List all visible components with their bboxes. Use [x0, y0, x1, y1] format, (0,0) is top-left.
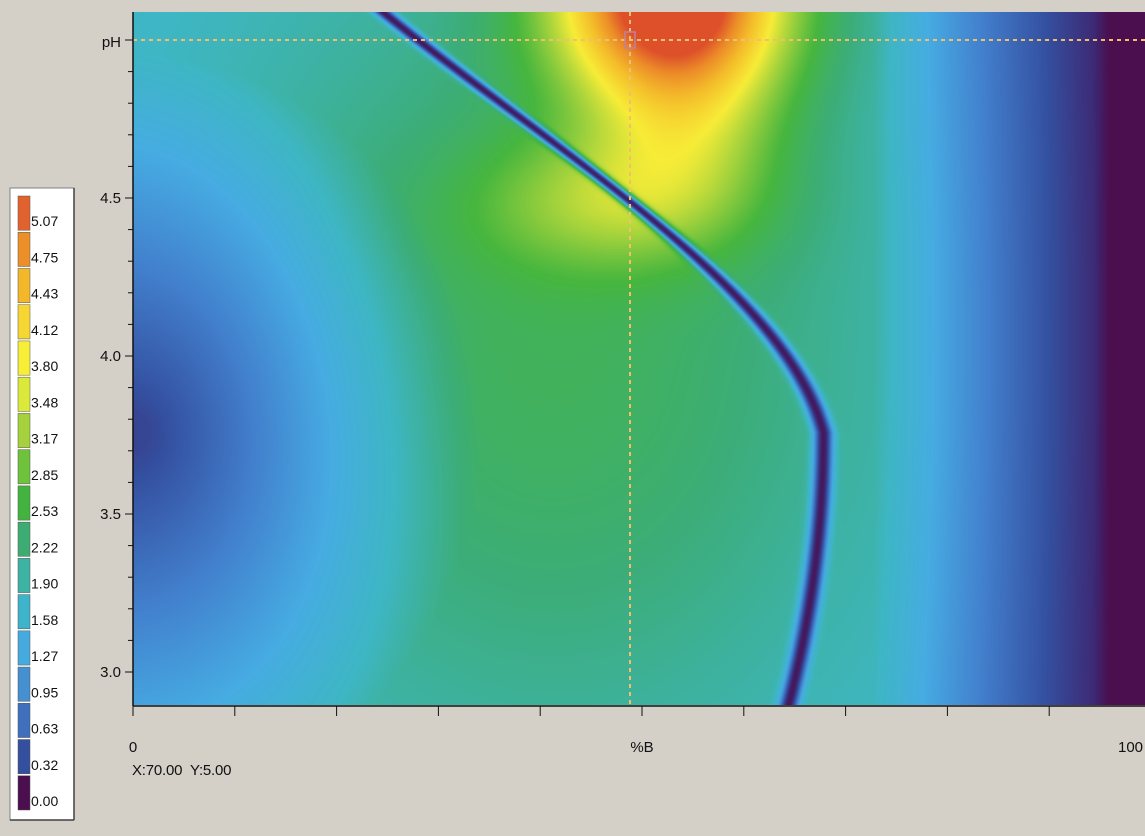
- colorbar-swatch: [17, 703, 31, 738]
- colorbar-swatch: [17, 485, 31, 521]
- colorbar-label: 3.17: [31, 431, 58, 447]
- colorbar-swatch: [17, 666, 31, 702]
- colorbar-swatch: [17, 630, 31, 666]
- colorbar-label: 3.48: [31, 394, 58, 410]
- colorbar-label: 0.00: [31, 793, 58, 809]
- colorbar-label: 1.58: [31, 612, 58, 628]
- colorbar-label: 0.32: [31, 757, 58, 773]
- colorbar-swatch: [17, 775, 31, 811]
- colorbar-label: 4.75: [31, 249, 58, 265]
- crosshair-marker: [624, 31, 636, 49]
- x-tick-label: 0: [129, 739, 137, 756]
- heatmap-surface[interactable]: [133, 12, 1145, 705]
- colorbar-label: 2.85: [31, 467, 58, 483]
- colorbar-swatch: [17, 739, 31, 775]
- colorbar-label: 1.27: [31, 648, 58, 664]
- colorbar-swatch: [17, 521, 31, 557]
- colorbar-swatch: [17, 376, 31, 412]
- y-tick-label: 4.5: [100, 190, 121, 207]
- colorbar-swatch: [17, 304, 31, 340]
- colorbar-swatch: [17, 449, 31, 485]
- x-tick-label: 100: [1118, 739, 1143, 756]
- colorbar-label: 2.53: [31, 503, 58, 519]
- y-axis-label: pH: [102, 34, 121, 51]
- colorbar-swatch: [17, 340, 31, 376]
- colorbar-label: 0.63: [31, 721, 58, 737]
- colorbar-swatch: [17, 231, 31, 267]
- colorbar-label: 5.07: [31, 213, 58, 229]
- colorbar-swatch: [17, 195, 31, 231]
- colorbar-swatch: [17, 413, 31, 448]
- x-axis-label: %B: [630, 739, 653, 756]
- colorbar-label: 1.90: [31, 576, 58, 592]
- colorbar-label: 0.95: [31, 684, 58, 700]
- colorbar-swatch: [17, 268, 31, 303]
- colorbar-label: 2.22: [31, 539, 58, 555]
- colorbar-label: 4.43: [31, 286, 58, 302]
- cursor-readout: X:70.00 Y:5.00: [132, 762, 232, 779]
- colorbar-legend: 5.07 4.75 4.43 4.12 3.80 3.48 3.17 2.85 2.53 2.22…: [9, 187, 75, 821]
- colorbar-label: 4.12: [31, 322, 58, 338]
- y-tick-label: 4.0: [100, 348, 121, 365]
- y-tick-label: 3.0: [100, 664, 121, 681]
- colorbar-label: 3.80: [31, 358, 58, 374]
- crosshair: [133, 12, 1145, 706]
- axes: 3.0 3.5 4.0 4.5 pH 0 100 %B: [100, 12, 1145, 756]
- colorbar-swatch: [17, 594, 31, 630]
- colorbar-swatch: [17, 558, 31, 593]
- y-tick-label: 3.5: [100, 506, 121, 523]
